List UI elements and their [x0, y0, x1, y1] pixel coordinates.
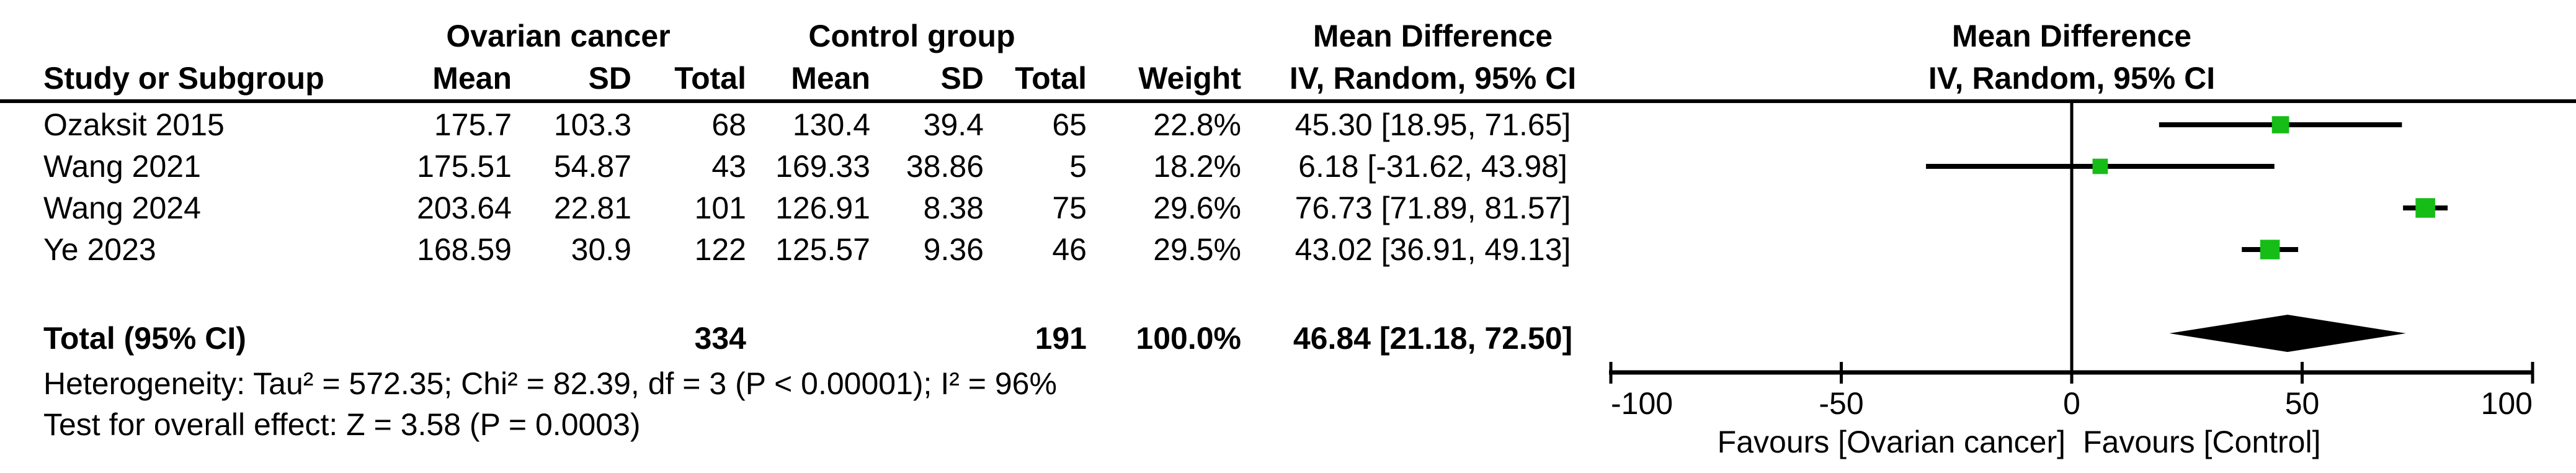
ctrl-total-cell: 46	[1052, 232, 1087, 267]
axis-tick-mark	[2301, 362, 2304, 384]
effect-ci-cell: 6.18 [-31.62, 43.98]	[1298, 148, 1567, 184]
total-weight-cell: 100.0%	[1136, 320, 1241, 356]
study-name-cell: Wang 2024	[43, 190, 201, 225]
axis-tick-label: -50	[1819, 385, 1864, 421]
exp-mean-cell: 168.59	[417, 232, 512, 267]
pooled-diamond	[2169, 315, 2406, 352]
axis-tick-mark	[1609, 362, 1613, 384]
exp-mean-cell: 175.51	[417, 148, 512, 184]
header-separator-line	[0, 99, 2576, 103]
effect-square	[2271, 116, 2289, 133]
exp-sd-cell: 30.9	[571, 232, 631, 267]
effect-ci-cell: 45.30 [18.95, 71.65]	[1295, 107, 1571, 142]
plot-header-line1: Mean Difference	[1951, 18, 2192, 53]
axis-tick-mark	[2070, 362, 2074, 384]
control-group-header: Control group	[808, 18, 1015, 53]
effect-ci-cell: 76.73 [71.89, 81.57]	[1295, 190, 1571, 225]
heterogeneity-text: Heterogeneity: Tau² = 572.35; Chi² = 82.…	[43, 366, 1057, 401]
favours-left-label: Favours [Ovarian cancer]	[1717, 424, 2066, 459]
exp-sd-cell: 54.87	[553, 148, 631, 184]
total-study-name-cell: Total (95% CI)	[43, 320, 246, 356]
effect-square	[2260, 240, 2280, 259]
study-name-cell: Ye 2023	[43, 232, 156, 267]
weight-cell: 18.2%	[1153, 148, 1241, 184]
effect-column-header-line1: Mean Difference	[1313, 18, 1553, 53]
ctrl-sd-cell: 9.36	[923, 232, 984, 267]
exp-total-cell: 68	[711, 107, 746, 142]
overall-effect-text: Test for overall effect: Z = 3.58 (P = 0…	[43, 407, 641, 442]
exp-total-cell: 43	[711, 148, 746, 184]
axis-tick-label: 0	[2063, 385, 2080, 421]
exp-sd-cell: 22.81	[553, 190, 631, 225]
weight-column-header: Weight	[1138, 60, 1241, 96]
zero-line	[2070, 103, 2074, 372]
total-exp-total-cell: 334	[694, 320, 746, 356]
axis-tick-label: 100	[2480, 385, 2533, 421]
ctrl-mean-cell: 126.91	[775, 190, 870, 225]
exp-sd-column-header: SD	[588, 60, 631, 96]
exp-total-column-header: Total	[674, 60, 746, 96]
axis-tick-mark	[1840, 362, 1843, 384]
study-name-cell: Wang 2021	[43, 148, 201, 184]
exp-total-cell: 101	[694, 190, 746, 225]
ctrl-mean-column-header: Mean	[791, 60, 870, 96]
effect-column-header-line2: IV, Random, 95% CI	[1289, 60, 1577, 96]
ctrl-sd-cell: 38.86	[906, 148, 984, 184]
axis-tick-label: 50	[2284, 385, 2320, 421]
experimental-group-header: Ovarian cancer	[446, 18, 671, 53]
weight-cell: 22.8%	[1153, 107, 1241, 142]
ctrl-mean-cell: 130.4	[792, 107, 870, 142]
total-ctrl-total-cell: 191	[1035, 320, 1087, 356]
effect-square	[2415, 198, 2435, 218]
ctrl-mean-cell: 125.57	[775, 232, 870, 267]
axis-tick-mark	[2531, 362, 2534, 384]
axis-tick-label: -100	[1611, 385, 1674, 421]
ctrl-total-cell: 65	[1052, 107, 1087, 142]
ctrl-sd-cell: 8.38	[923, 190, 984, 225]
ctrl-sd-cell: 39.4	[923, 107, 984, 142]
effect-square	[2092, 158, 2108, 174]
study-column-header: Study or Subgroup	[43, 60, 324, 96]
ctrl-total-cell: 5	[1069, 148, 1087, 184]
weight-cell: 29.5%	[1153, 232, 1241, 267]
exp-mean-cell: 203.64	[417, 190, 512, 225]
effect-ci-cell: 43.02 [36.91, 49.13]	[1295, 232, 1571, 267]
plot-header-line2: IV, Random, 95% CI	[1928, 60, 2216, 96]
ctrl-total-column-header: Total	[1015, 60, 1087, 96]
total-effect-ci-cell: 46.84 [21.18, 72.50]	[1293, 320, 1573, 356]
study-name-cell: Ozaksit 2015	[43, 107, 225, 142]
exp-mean-cell: 175.7	[434, 107, 512, 142]
ctrl-mean-cell: 169.33	[775, 148, 870, 184]
ctrl-total-cell: 75	[1052, 190, 1087, 225]
ctrl-sd-column-header: SD	[940, 60, 984, 96]
favours-right-label: Favours [Control]	[2083, 424, 2321, 459]
weight-cell: 29.6%	[1153, 190, 1241, 225]
exp-mean-column-header: Mean	[432, 60, 512, 96]
exp-sd-cell: 103.3	[553, 107, 631, 142]
exp-total-cell: 122	[694, 232, 746, 267]
